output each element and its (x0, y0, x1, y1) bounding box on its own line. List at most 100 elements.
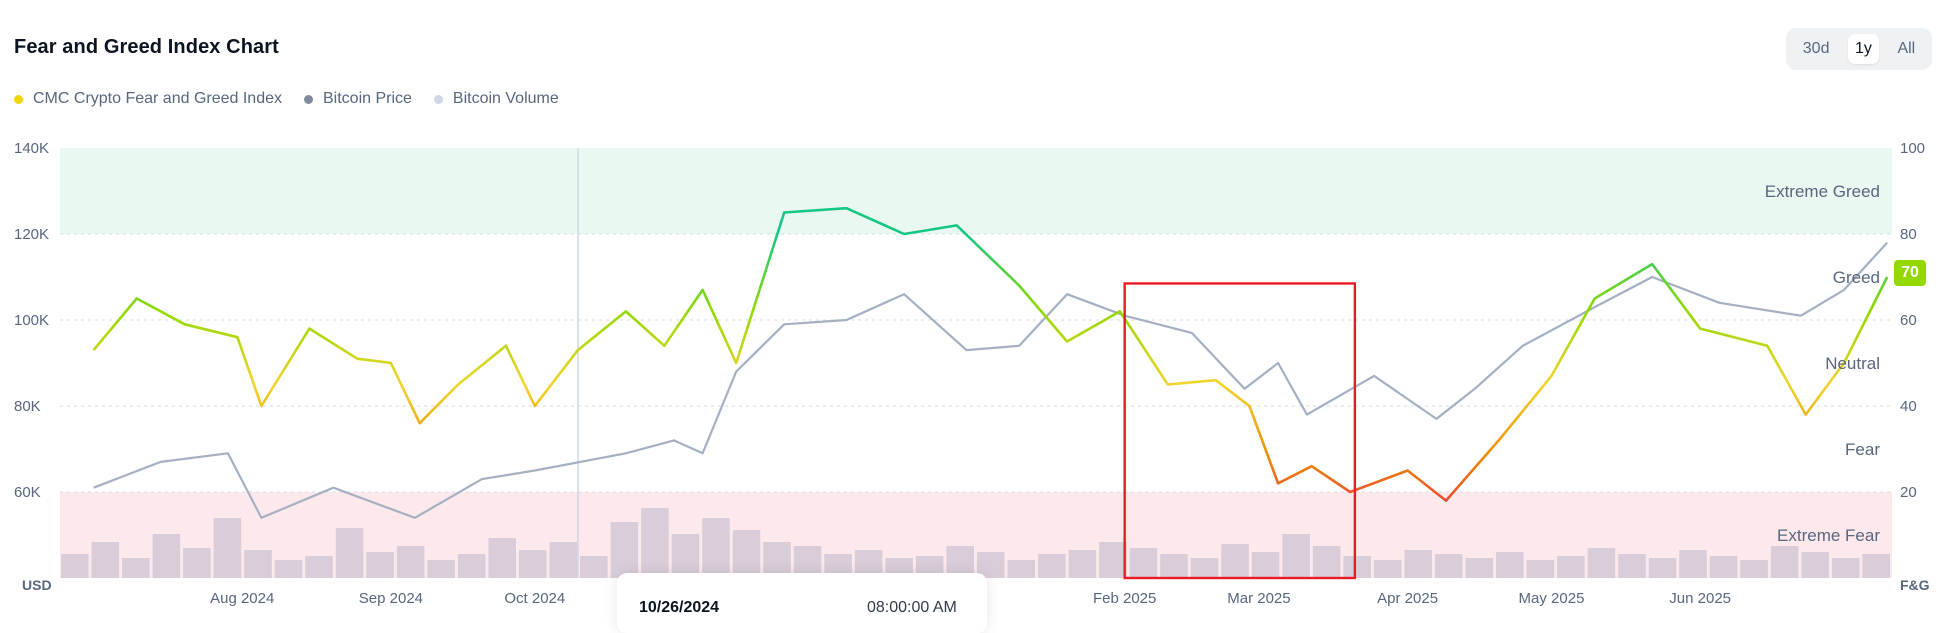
zone-label: Fear (1845, 440, 1880, 459)
volume-bar (396, 546, 425, 578)
volume-bar (1435, 554, 1463, 578)
legend-dot-icon (304, 94, 313, 104)
bitcoin-price-line (93, 241, 1889, 519)
volume-bar (732, 530, 761, 578)
volume-bar (1068, 550, 1097, 578)
volume-bar (1221, 544, 1249, 578)
volume-bar (1862, 554, 1890, 578)
volume-bar (366, 552, 394, 578)
volume-bar (457, 554, 486, 578)
hover-tooltip: 10/26/2024 08:00:00 AM (617, 573, 987, 633)
fear-greed-chart[interactable]: 140K 120K 100K 80K 60K 100 80 60 40 20 USD F&G Aug 2… (0, 0, 1949, 618)
legend-label: CMC Crypto Fear and Greed Index (33, 90, 282, 107)
right-axis-tick: 40 (1900, 398, 1917, 415)
volume-bar (1465, 558, 1494, 578)
x-axis-tick: Aug 2024 (210, 590, 274, 607)
volume-bar (244, 550, 272, 578)
left-axis-tick: 80K (14, 398, 41, 415)
volume-bar (1557, 556, 1585, 578)
annotations (1123, 282, 1357, 580)
x-axis-tick: Oct 2024 (504, 590, 565, 607)
volume-bar (519, 550, 547, 578)
x-axis-tick: Feb 2025 (1093, 590, 1156, 607)
series-lines (92, 206, 1889, 519)
left-axis-unit: USD (22, 577, 52, 593)
legend-item-bitcoin-volume[interactable]: Bitcoin Volume (433, 90, 559, 108)
fear-greed-index-line (92, 206, 1889, 502)
grid-lines (60, 148, 1892, 578)
volume-bar (1160, 554, 1188, 578)
volume-bar (915, 556, 944, 578)
volume-bar (152, 534, 181, 578)
extreme-greed-zone (60, 148, 1892, 234)
volume-bar (1831, 558, 1860, 578)
volume-bar (946, 546, 974, 578)
volume-bar (1007, 560, 1036, 578)
left-axis-tick: 120K (14, 226, 49, 243)
volume-bar (1190, 558, 1219, 578)
volume-bar (641, 508, 669, 578)
volume-bar (1282, 534, 1310, 578)
chart-legend: CMC Crypto Fear and Greed Index Bitcoin … (14, 90, 559, 108)
volume-bar (61, 554, 89, 578)
volume-bar (213, 518, 242, 578)
x-axis-tick: Mar 2025 (1227, 590, 1290, 607)
extreme-fear-zone (60, 492, 1892, 578)
volume-bar (1099, 542, 1127, 578)
left-axis-tick: 140K (14, 140, 49, 157)
legend-item-fear-greed[interactable]: CMC Crypto Fear and Greed Index (14, 90, 282, 108)
legend-item-bitcoin-price[interactable]: Bitcoin Price (304, 90, 412, 108)
volume-bar (1801, 552, 1829, 578)
volume-bars (61, 508, 1890, 578)
volume-bar (1740, 560, 1768, 578)
range-all-button[interactable]: All (1897, 40, 1916, 57)
volume-bar (702, 518, 730, 578)
x-axis-tick: Jun 2025 (1669, 590, 1731, 607)
volume-bar (671, 534, 700, 578)
volume-bar (1251, 552, 1280, 578)
volume-bar (335, 528, 364, 578)
volume-bar (183, 548, 211, 578)
volume-bar (1496, 552, 1524, 578)
volume-bar (305, 556, 333, 578)
legend-label: Bitcoin Volume (452, 90, 559, 107)
left-axis-tick: 60K (14, 484, 41, 501)
x-axis-tick: Apr 2025 (1377, 590, 1438, 607)
volume-bar (91, 542, 120, 578)
legend-label: Bitcoin Price (323, 90, 412, 107)
volume-bar (488, 538, 516, 578)
axes: 140K 120K 100K 80K 60K 100 80 60 40 20 USD F&G Aug 2… (14, 140, 1930, 607)
volume-bar (1404, 550, 1432, 578)
volume-bar (1618, 554, 1646, 578)
highlight-box (1123, 282, 1357, 580)
right-axis-tick: 60 (1900, 312, 1917, 329)
volume-bar (1312, 546, 1341, 578)
tooltip-date: 10/26/2024 (639, 599, 720, 616)
volume-bar (1587, 548, 1616, 578)
zone-label: Greed (1833, 268, 1880, 287)
volume-bar (549, 542, 578, 578)
legend-dot-icon (433, 94, 443, 104)
zone-label: Extreme Fear (1777, 526, 1880, 545)
right-axis-unit: F&G (1900, 577, 1930, 593)
range-1y-button[interactable]: 1y (1848, 34, 1879, 64)
right-axis-tick: 100 (1900, 140, 1925, 157)
volume-bar (1373, 560, 1402, 578)
volume-bar (1526, 560, 1555, 578)
volume-bar (1038, 554, 1066, 578)
volume-bar (1343, 556, 1371, 578)
volume-bar (580, 556, 608, 578)
volume-bar (1129, 548, 1158, 578)
tooltip-time: 08:00:00 AM (867, 599, 957, 616)
volume-bar (274, 560, 303, 578)
volume-bar (793, 546, 822, 578)
time-range-selector: 30d 1y All (1786, 28, 1932, 70)
range-30d-button[interactable]: 30d (1802, 40, 1830, 57)
legend-dot-icon (14, 94, 23, 104)
zone-label: Extreme Greed (1765, 182, 1880, 201)
volume-bar (610, 522, 639, 578)
volume-bar (1770, 546, 1799, 578)
volume-bar (1679, 550, 1707, 578)
sentiment-zones (60, 148, 1892, 578)
x-axis-tick: May 2025 (1519, 590, 1585, 607)
